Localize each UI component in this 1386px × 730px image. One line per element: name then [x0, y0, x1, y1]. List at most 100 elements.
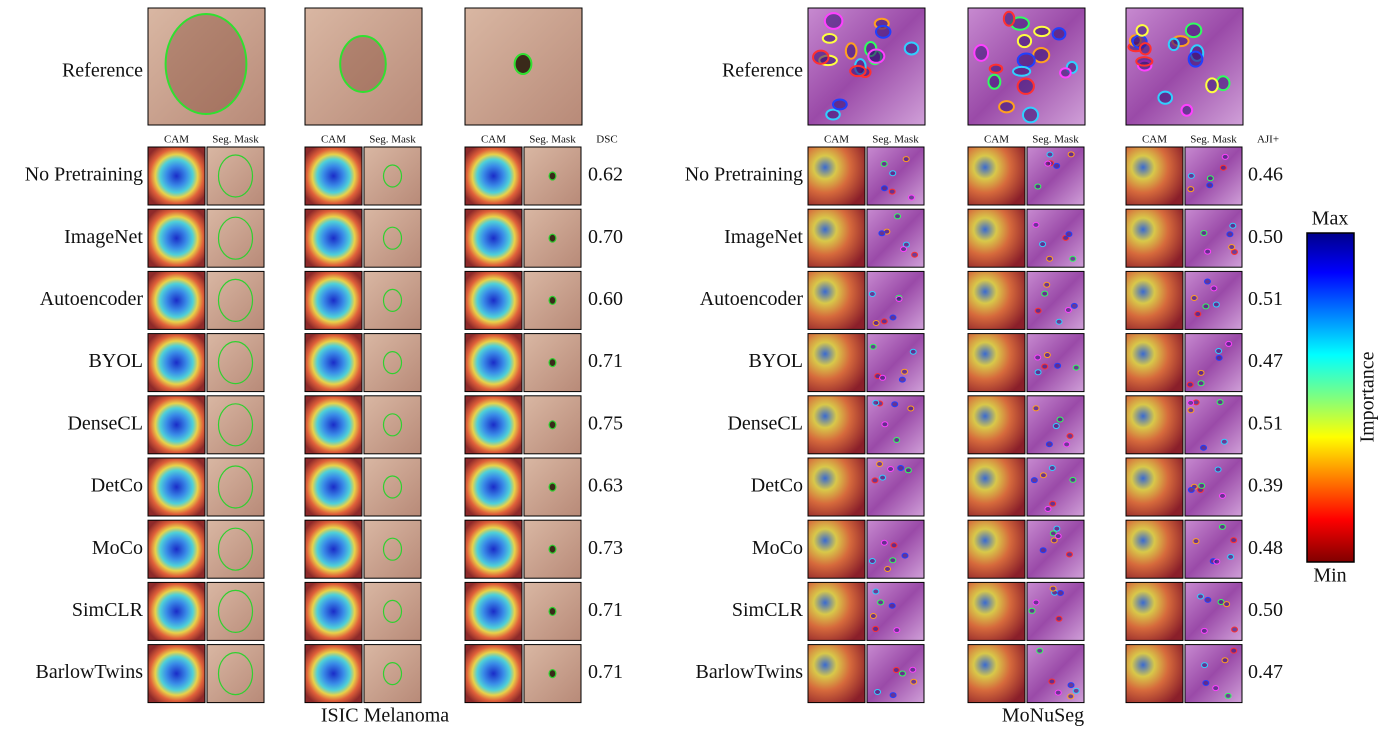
column-header: CAM	[164, 134, 189, 146]
score: 0.51	[1248, 412, 1283, 434]
mask-nucleus	[1035, 370, 1041, 375]
mask-nucleus	[1068, 683, 1074, 688]
figure: Max Min Importance ReferenceISIC Melanom…	[0, 0, 1386, 730]
cam-image	[465, 582, 522, 640]
cam-image	[968, 396, 1025, 454]
method-label: ImageNet	[64, 226, 143, 248]
method-label: DetCo	[751, 475, 803, 497]
mask-nucleus	[1040, 242, 1046, 247]
lesion-outline	[166, 14, 247, 114]
mask-nucleus	[870, 344, 876, 349]
mask-nucleus	[1216, 349, 1222, 354]
mask-image	[364, 271, 421, 329]
nucleus	[833, 99, 847, 109]
mask-nucleus	[879, 231, 885, 236]
column-header: CAM	[481, 134, 506, 146]
nucleus	[1189, 52, 1203, 67]
mask-nucleus	[1213, 302, 1219, 307]
cam-image	[968, 458, 1025, 516]
mask-nucleus	[899, 377, 905, 382]
cam-image	[148, 147, 205, 205]
mask-nucleus	[1228, 554, 1234, 559]
mask-nucleus	[1050, 501, 1056, 506]
cam-image	[305, 147, 362, 205]
mask-nucleus	[1055, 690, 1061, 695]
mask-nucleus	[894, 438, 900, 443]
cam-image	[465, 396, 522, 454]
mask-image	[364, 645, 421, 703]
score: 0.47	[1248, 350, 1283, 372]
mask-nucleus	[1207, 176, 1213, 181]
column-header: Seg. Mask	[212, 134, 259, 146]
cam-image	[1126, 582, 1183, 640]
mask-nucleus	[1224, 602, 1230, 607]
mask-nucleus	[1055, 363, 1061, 368]
mask-nucleus	[881, 319, 887, 324]
mask-nucleus	[890, 315, 896, 320]
mask-nucleus	[1230, 223, 1236, 228]
mask-nucleus	[1070, 256, 1076, 261]
mask-nucleus	[1222, 154, 1228, 159]
cam-image	[808, 582, 865, 640]
mask-image	[867, 520, 924, 578]
score: 0.46	[1248, 164, 1283, 186]
mask-image	[207, 396, 264, 454]
mask-nucleus	[1216, 355, 1222, 360]
method-label: DenseCL	[67, 412, 143, 434]
method-label: DenseCL	[727, 412, 803, 434]
method-label: No Pretraining	[25, 164, 143, 186]
mask-nucleus	[1049, 465, 1055, 470]
mask-nucleus	[1045, 506, 1051, 511]
panel-title: MoNuSeg	[1002, 705, 1084, 727]
mask-nucleus	[1193, 539, 1199, 544]
mask-nucleus	[890, 693, 896, 698]
mask-image	[364, 396, 421, 454]
metric-header: AJI+	[1257, 134, 1279, 146]
method-label: DetCo	[91, 475, 143, 497]
cam-image	[808, 334, 865, 392]
mask-nucleus	[1050, 586, 1056, 591]
colorbar-max: Max	[1312, 208, 1349, 230]
method-label: Autoencoder	[700, 288, 804, 310]
mask-nucleus	[1071, 303, 1077, 308]
cam-image	[1126, 458, 1183, 516]
nucleus	[1136, 57, 1152, 66]
mask-nucleus	[881, 186, 887, 191]
column-header: Seg. Mask	[1032, 134, 1079, 146]
mask-nucleus	[905, 468, 911, 473]
column-header: CAM	[824, 134, 849, 146]
mask-nucleus	[1065, 307, 1071, 312]
score: 0.50	[1248, 226, 1283, 248]
nucleus	[988, 75, 1000, 89]
mask-image	[207, 582, 264, 640]
nucleus	[868, 50, 884, 63]
cam-image	[808, 147, 865, 205]
panel-title: ISIC Melanoma	[321, 705, 449, 727]
mask-image	[867, 147, 924, 205]
mask-image	[364, 334, 421, 392]
score: 0.71	[588, 350, 623, 372]
cam-image	[808, 458, 865, 516]
mask-nucleus	[1219, 524, 1225, 529]
mask-nucleus	[1202, 663, 1208, 668]
mask-nucleus	[910, 667, 916, 672]
cam-image	[305, 645, 362, 703]
nucleus	[850, 66, 865, 76]
method-label: BYOL	[89, 350, 143, 372]
mask-outline	[549, 670, 556, 678]
mask-nucleus	[895, 214, 901, 219]
mask-nucleus	[899, 671, 905, 676]
mask-nucleus	[1066, 552, 1072, 557]
nucleus	[1034, 27, 1049, 36]
mask-nucleus	[1222, 658, 1228, 663]
nucleus	[1206, 78, 1218, 92]
mask-nucleus	[1232, 627, 1238, 632]
nucleus	[1004, 12, 1014, 26]
mask-nucleus	[1198, 370, 1204, 375]
column-header: CAM	[1142, 134, 1167, 146]
mask-image	[207, 458, 264, 516]
mask-nucleus	[902, 369, 908, 374]
mask-image	[1185, 209, 1242, 267]
mask-nucleus	[1054, 163, 1060, 168]
mask-nucleus	[1035, 355, 1041, 360]
